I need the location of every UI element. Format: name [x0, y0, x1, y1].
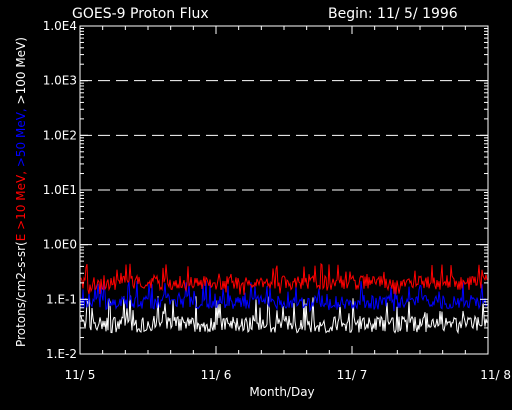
y-tick-label: 1.E-1 [46, 292, 77, 306]
x-tick-label: 11/ 7 [337, 368, 368, 382]
y-axis-ticks: 1.E-2 1.E-1 1.0E0 1.0E1 1.0E2 1.0E3 1.0E4 [43, 19, 488, 361]
begin-date-label: Begin: 11/ 5/ 1996 [328, 6, 458, 22]
x-axis-ticks: 11/ 5 11/ 6 11/ 7 11/ 8 [65, 26, 511, 382]
y-tick-label: 1.0E3 [43, 74, 77, 88]
y-tick-label: 1.E-2 [46, 347, 77, 361]
x-tick-label: 11/ 5 [65, 368, 96, 382]
series-line [80, 280, 488, 313]
grid-lines [80, 80, 488, 246]
y-axis-title-part: E >10 MeV, [14, 167, 28, 241]
data-series [80, 262, 488, 335]
x-tick-label: 11/ 8 [480, 368, 511, 382]
y-tick-label: 1.0E4 [43, 19, 77, 33]
y-axis-title-part: >100 MeV) [14, 37, 28, 104]
series-line [80, 262, 488, 295]
y-axis-title: Protons/cm2-s-sr(E >10 MeV, >50 MeV, >10… [14, 37, 28, 347]
series-line [80, 295, 488, 335]
chart-title: GOES-9 Proton Flux [72, 6, 209, 22]
x-axis-title: Month/Day [249, 385, 314, 399]
y-axis-title-part: >50 MeV, [14, 104, 28, 167]
y-tick-label: 1.0E1 [43, 183, 77, 197]
y-tick-label: 1.0E2 [43, 128, 77, 142]
y-tick-label: 1.0E0 [43, 238, 77, 252]
x-tick-label: 11/ 6 [201, 368, 232, 382]
y-axis-title-part: Protons/cm2-s-sr( [14, 241, 28, 347]
